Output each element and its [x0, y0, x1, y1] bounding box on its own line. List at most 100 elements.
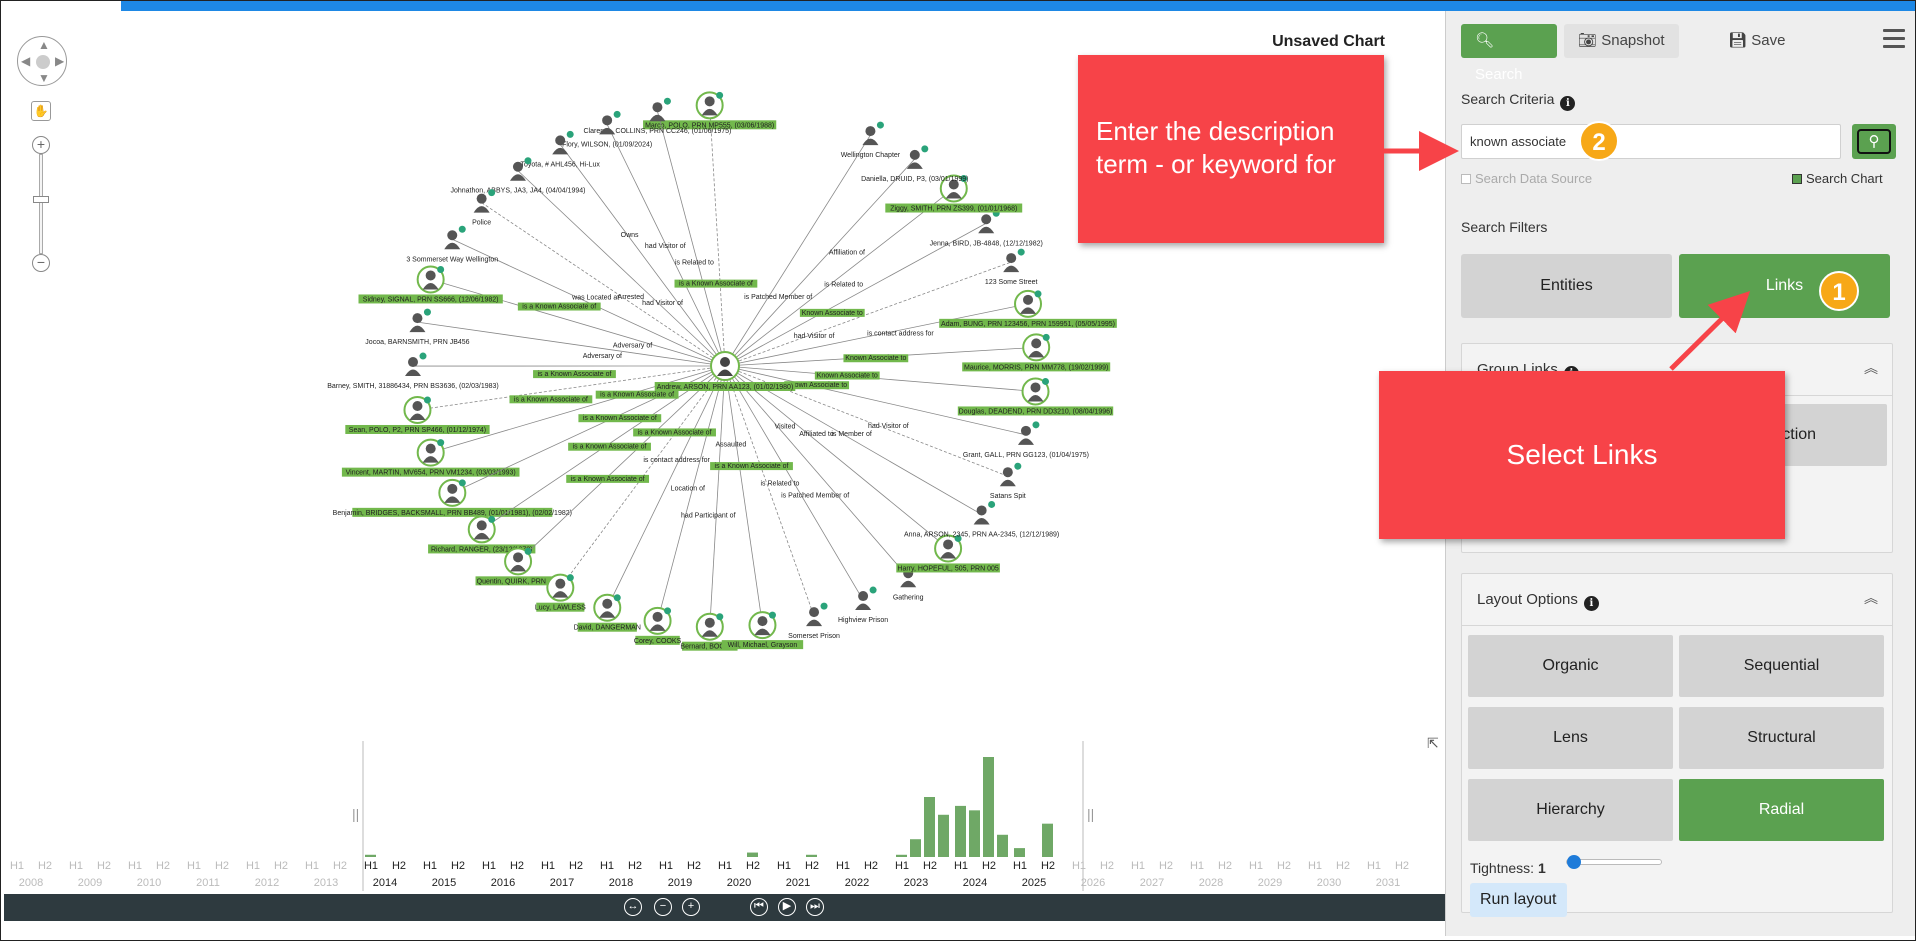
- menu-icon[interactable]: [1883, 29, 1905, 53]
- graph-link[interactable]: [724, 158, 916, 367]
- graph-node[interactable]: Jenna, BIRD, JB-4848, (12/12/1982): [930, 209, 1043, 248]
- timeline-bar[interactable]: [983, 757, 994, 857]
- graph-node[interactable]: Adam, BUNG, PRN 123456, PRN 159951, (05/…: [939, 289, 1117, 328]
- search-data-source-option[interactable]: Search Data Source: [1461, 171, 1592, 186]
- pan-control[interactable]: ▲ ▼ ◀ ▶: [17, 36, 67, 86]
- graph-node[interactable]: Clarence, COLLINS, PRN CC246, (01/06/197…: [584, 97, 732, 135]
- layout-sequential-button[interactable]: Sequential: [1679, 635, 1884, 697]
- search-chart-option[interactable]: Search Chart: [1792, 171, 1883, 186]
- info-icon[interactable]: i: [1583, 596, 1599, 611]
- range-handle-right-icon[interactable]: ||: [1087, 806, 1094, 822]
- pan-center-icon[interactable]: [36, 55, 50, 69]
- checkbox-checked-icon[interactable]: [1792, 174, 1802, 184]
- graph-link[interactable]: [724, 134, 871, 367]
- graph-link[interactable]: [724, 303, 1029, 367]
- graph-node[interactable]: Sean, POLO, P2, PRN SP466, (01/12/1974): [345, 395, 490, 434]
- timeline-zoom-in-icon[interactable]: +: [682, 898, 700, 916]
- zoom-in-icon[interactable]: +: [32, 136, 50, 154]
- graph-link[interactable]: [430, 365, 726, 454]
- graph-node[interactable]: Sidney, SIGNAL, PRN SS666, (12/06/1982): [358, 265, 503, 304]
- timeline-zoom-out-icon[interactable]: −: [654, 898, 672, 916]
- graph-node[interactable]: Harry, HOPEFUL, 505, PRN 005: [896, 534, 1000, 573]
- graph-node[interactable]: Ziggy, SMITH, PRN ZS399, (01/01/1968): [885, 174, 1023, 213]
- graph-node[interactable]: Wellington Chapter: [841, 121, 901, 160]
- network-graph[interactable]: Marco, POLO, PRN MP555, (03/06/1988)Clar…: [1, 11, 1445, 741]
- graph-link[interactable]: [724, 365, 909, 578]
- graph-node[interactable]: Will, Michael, Grayson: [721, 611, 804, 650]
- graph-node[interactable]: Bernard, BOOKER: [680, 612, 739, 651]
- graph-link[interactable]: [517, 170, 726, 367]
- timeline-bar[interactable]: [1042, 823, 1053, 857]
- graph-link[interactable]: [417, 321, 726, 367]
- layout-hierarchy-button[interactable]: Hierarchy: [1468, 779, 1673, 841]
- graph-link[interactable]: [417, 365, 726, 411]
- hand-tool-icon[interactable]: ✋: [31, 101, 51, 121]
- timeline-bar[interactable]: [747, 852, 758, 857]
- save-button[interactable]: 💾︎ Save: [1714, 24, 1799, 58]
- pan-up-icon[interactable]: ▲: [38, 38, 50, 52]
- graph-link[interactable]: [724, 261, 1012, 367]
- graph-node[interactable]: Grant, GALL, PRN GG123, (01/04/1975): [963, 421, 1089, 459]
- run-layout-button[interactable]: Run layout: [1470, 883, 1567, 917]
- timeline-bar[interactable]: [969, 810, 980, 857]
- timeline-bar[interactable]: [997, 834, 1008, 857]
- timeline-bar[interactable]: [896, 854, 907, 857]
- graph-link[interactable]: [724, 365, 864, 601]
- step-back-icon[interactable]: ⏮: [750, 898, 768, 916]
- graph-node[interactable]: 3 Sommerset Way Wellington: [406, 225, 498, 264]
- tightness-slider-handle[interactable]: [1567, 855, 1581, 869]
- timeline-bar[interactable]: [924, 797, 935, 857]
- graph-node[interactable]: Barney, SMITH, 31886434, PRN BS3636, (02…: [327, 352, 499, 391]
- timeline-bar[interactable]: [955, 805, 966, 857]
- entities-button[interactable]: Entities: [1461, 254, 1672, 318]
- collapse-icon[interactable]: ︽: [1864, 590, 1878, 606]
- graph-node[interactable]: Flory, WILSON, (01/09/2024): [562, 110, 652, 148]
- pan-down-icon[interactable]: ▼: [38, 71, 50, 85]
- snapshot-button[interactable]: 📷︎ Snapshot: [1564, 24, 1679, 58]
- layout-structural-button[interactable]: Structural: [1679, 707, 1884, 769]
- collapse-icon[interactable]: ︽: [1864, 360, 1878, 376]
- graph-link[interactable]: [657, 111, 726, 367]
- graph-link[interactable]: [559, 144, 726, 367]
- layout-radial-button[interactable]: Radial: [1679, 779, 1884, 841]
- graph-link[interactable]: [724, 365, 815, 617]
- range-handle-left-icon[interactable]: ||: [352, 806, 359, 822]
- graph-node[interactable]: Benjamin, BRIDGES, BACKSMALL, PRN BB489,…: [333, 478, 572, 517]
- graph-node[interactable]: Douglas, DEADEND, PRN DD3210, (08/04/199…: [957, 377, 1114, 416]
- checkbox-icon[interactable]: [1461, 174, 1471, 184]
- graph-node[interactable]: Anna, ARSON, 2345, PRN AA-2345, (12/12/1…: [904, 500, 1059, 539]
- pan-right-icon[interactable]: ▶: [55, 54, 65, 68]
- timeline-bar[interactable]: [365, 854, 376, 857]
- graph-link[interactable]: [724, 188, 955, 367]
- center-node[interactable]: Andrew, ARSON, PRN AA123, (01/02/1980): [654, 351, 796, 391]
- layout-lens-button[interactable]: Lens: [1468, 707, 1673, 769]
- zoom-control[interactable]: + −: [32, 136, 50, 276]
- timeline-histogram[interactable]: || || H1 H2 2008 H1 H2 2009 H1 H2 2010 H1 H2 2011 H1 H2…: [1, 741, 1445, 891]
- graph-link[interactable]: [709, 105, 726, 367]
- layout-options-header[interactable]: Layout Options i: [1462, 574, 1892, 626]
- fit-width-icon[interactable]: ↔: [624, 898, 642, 916]
- graph-link[interactable]: [517, 365, 726, 562]
- graph-link[interactable]: [430, 279, 726, 367]
- search-input[interactable]: known associate: [1461, 124, 1841, 159]
- graph-node[interactable]: Quentin, QUIRK, PRN 443: [475, 547, 561, 586]
- graph-node[interactable]: Johnathon, ABBYS, JA3, JA4, (04/04/1994): [450, 157, 585, 195]
- graph-link[interactable]: [709, 365, 726, 627]
- timeline-bar[interactable]: [806, 854, 817, 857]
- expand-icon[interactable]: ⇱: [1427, 735, 1439, 751]
- graph-node[interactable]: Marco, POLO, PRN MP555, (03/06/1988): [643, 91, 777, 130]
- graph-link[interactable]: [724, 365, 763, 626]
- play-icon[interactable]: ▶: [778, 898, 796, 916]
- graph-node[interactable]: 123 Some Street: [985, 248, 1038, 287]
- timeline-bar[interactable]: [1014, 848, 1025, 857]
- layout-organic-button[interactable]: Organic: [1468, 635, 1673, 697]
- tightness-slider[interactable]: [1566, 855, 1662, 869]
- timeline-bar[interactable]: [910, 839, 921, 857]
- search-button[interactable]: 🔍︎ Search: [1461, 24, 1557, 83]
- graph-link[interactable]: [724, 365, 949, 549]
- graph-node[interactable]: Corey, COOKS: [634, 606, 682, 645]
- graph-node[interactable]: Somerset Prison: [788, 602, 840, 641]
- graph-link[interactable]: [560, 365, 726, 588]
- zoom-slider-handle[interactable]: [33, 196, 49, 203]
- graph-node[interactable]: Vincent, MARTIN, MV654, PRN VM1234, (03/…: [341, 438, 520, 477]
